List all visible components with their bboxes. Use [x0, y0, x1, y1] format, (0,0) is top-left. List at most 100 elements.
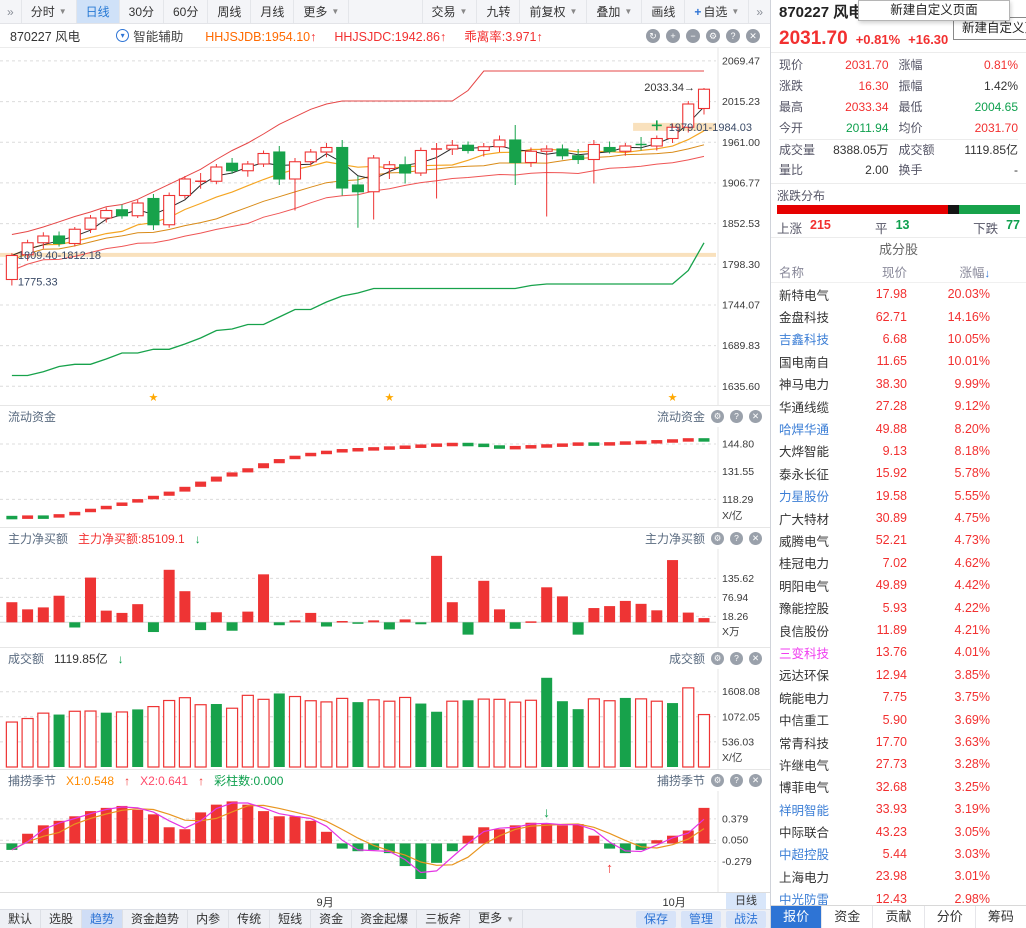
close-icon[interactable]: ✕: [746, 28, 760, 43]
stock-row[interactable]: 威腾电气 52.21 4.73%: [771, 529, 1026, 551]
tab-周线[interactable]: 周线: [208, 0, 252, 23]
settings-icon[interactable]: ⚙: [711, 774, 724, 787]
tab-分时[interactable]: 分时 ▼: [20, 0, 77, 23]
help-icon[interactable]: ?: [730, 410, 743, 423]
settings-icon[interactable]: ⚙: [711, 652, 724, 665]
stock-row[interactable]: 祥明智能 33.93 3.19%: [771, 798, 1026, 820]
stock-row[interactable]: 吉鑫科技 6.68 10.05%: [771, 328, 1026, 350]
bottom-item-短线[interactable]: 短线: [270, 910, 312, 928]
help-icon[interactable]: ?: [730, 652, 743, 665]
help-icon[interactable]: ?: [730, 774, 743, 787]
fishing-season-chart[interactable]: 0.379 0.050 -0.279 ↓ ↑: [0, 791, 770, 892]
stock-price: 62.71: [875, 309, 907, 324]
bottom-item-内参[interactable]: 内参: [188, 910, 230, 928]
settings-icon[interactable]: ⚙: [711, 532, 724, 545]
menu-交易[interactable]: 交易 ▼: [421, 0, 478, 23]
liquidity-chart[interactable]: 144.80 131.55 118.29 X/亿: [0, 427, 770, 527]
stock-row[interactable]: 桂冠电力 7.02 4.62%: [771, 552, 1026, 574]
help-icon[interactable]: ?: [726, 28, 740, 43]
stock-row[interactable]: 泰永长征 15.92 5.78%: [771, 462, 1026, 484]
help-icon[interactable]: ?: [730, 532, 743, 545]
tab-60分[interactable]: 60分: [164, 0, 209, 23]
bottom-item-更多[interactable]: 更多 ▼: [470, 909, 524, 928]
col-name[interactable]: 名称: [779, 266, 805, 280]
close-icon[interactable]: ✕: [749, 532, 762, 545]
settings-icon[interactable]: ⚙: [711, 410, 724, 423]
menu-九转[interactable]: 九转: [477, 0, 521, 23]
bottom-item-趋势[interactable]: 趋势: [82, 910, 124, 928]
tab-更多[interactable]: 更多 ▼: [294, 0, 350, 23]
panel-tab-分价[interactable]: 分价: [923, 906, 975, 928]
bottom-item-三板斧[interactable]: 三板斧: [417, 910, 471, 928]
new-custom-page-button[interactable]: 新建自定义页面: [953, 17, 1026, 40]
stock-row[interactable]: 中际联合 43.23 3.05%: [771, 820, 1026, 842]
stock-row[interactable]: 三变科技 13.76 4.01%: [771, 641, 1026, 663]
stock-row[interactable]: 皖能电力 7.75 3.75%: [771, 686, 1026, 708]
stock-row[interactable]: 哈焊华通 49.88 8.20%: [771, 417, 1026, 439]
period-badge[interactable]: 日线: [726, 893, 766, 909]
stock-row[interactable]: 博菲电气 32.68 3.25%: [771, 776, 1026, 798]
chip-战法[interactable]: 战法: [725, 910, 766, 928]
stock-row[interactable]: 明阳电气 49.89 4.42%: [771, 574, 1026, 596]
stock-row[interactable]: 大烨智能 9.13 8.18%: [771, 440, 1026, 462]
menu-画线[interactable]: 画线: [642, 0, 686, 23]
panel-tab-筹码[interactable]: 筹码: [974, 906, 1026, 928]
bottom-item-传统[interactable]: 传统: [229, 910, 271, 928]
menu-叠加[interactable]: 叠加 ▼: [587, 0, 643, 23]
stock-row[interactable]: 国电南自 11.65 10.01%: [771, 350, 1026, 372]
close-icon[interactable]: ✕: [749, 410, 762, 423]
col-price[interactable]: 现价: [881, 266, 907, 280]
stock-row[interactable]: 新特电气 17.98 20.03%: [771, 283, 1026, 305]
bottom-item-默认[interactable]: 默认: [0, 910, 42, 928]
panel-tab-资金[interactable]: 资金: [821, 906, 872, 928]
chip-保存[interactable]: 保存: [635, 910, 676, 928]
tab-月线[interactable]: 月线: [251, 0, 295, 23]
panel-tab-报价[interactable]: 报价: [771, 906, 822, 928]
stock-row[interactable]: 许继电气 27.73 3.28%: [771, 753, 1026, 775]
tab-label: 30分: [128, 5, 154, 19]
smart-assist-toggle[interactable]: ▾ 智能辅助: [116, 26, 183, 45]
stock-name: 哈焊华通: [779, 423, 830, 438]
main-candlestick-chart[interactable]: 2069.47 2015.23 1961.00 1906.77 1852.53 1798.…: [0, 48, 770, 405]
close-icon[interactable]: ✕: [749, 652, 762, 665]
stock-change-percent: 8.18%: [954, 443, 990, 458]
tab-日线[interactable]: 日线: [76, 0, 120, 23]
stock-row[interactable]: 广大特材 30.89 4.75%: [771, 507, 1026, 529]
overflow-right-icon[interactable]: »: [756, 4, 763, 19]
menu-自选[interactable]: + 自选 ▼: [685, 0, 750, 23]
sort-desc-icon: ↓: [984, 268, 991, 280]
bottom-item-选股[interactable]: 选股: [41, 910, 83, 928]
close-icon[interactable]: ✕: [749, 774, 762, 787]
svg-text:-0.279: -0.279: [722, 856, 752, 868]
zoom-out-icon[interactable]: −: [686, 28, 700, 43]
overflow-left-icon[interactable]: »: [7, 4, 14, 19]
panel-tab-贡献[interactable]: 贡献: [872, 906, 923, 928]
menu-label: 自选: [703, 5, 728, 19]
bottom-item-资金趋势[interactable]: 资金趋势: [123, 910, 189, 928]
stock-row[interactable]: 华通线缆 27.28 9.12%: [771, 395, 1026, 417]
chip-管理[interactable]: 管理: [680, 910, 721, 928]
tab-30分[interactable]: 30分: [120, 0, 164, 23]
stock-row[interactable]: 金盘科技 62.71 14.16%: [771, 305, 1026, 327]
menu-前复权[interactable]: 前复权 ▼: [520, 0, 588, 23]
stock-row[interactable]: 中光防雷 12.43 2.98%: [771, 888, 1026, 905]
bottom-item-资金起爆[interactable]: 资金起爆: [352, 910, 418, 928]
main-net-buy-chart[interactable]: 135.62 76.94 18.26 X万: [0, 549, 770, 647]
stock-row[interactable]: 神马电力 38.30 9.99%: [771, 373, 1026, 395]
stock-row[interactable]: 远达环保 12.94 3.85%: [771, 664, 1026, 686]
col-change-sort[interactable]: 涨幅↓: [959, 266, 991, 280]
stock-row[interactable]: 中信重工 5.90 3.69%: [771, 708, 1026, 730]
stock-row[interactable]: 豫能控股 5.93 4.22%: [771, 596, 1026, 618]
stock-row[interactable]: 常青科技 17.70 3.63%: [771, 731, 1026, 753]
zoom-in-icon[interactable]: +: [666, 28, 680, 43]
bottom-item-资金[interactable]: 资金: [311, 910, 353, 928]
stock-row[interactable]: 中超控股 5.44 3.03%: [771, 843, 1026, 865]
stock-row[interactable]: 良信股份 11.89 4.21%: [771, 619, 1026, 641]
refresh-icon[interactable]: ↻: [646, 28, 660, 43]
settings-icon[interactable]: ⚙: [706, 28, 720, 43]
stock-row[interactable]: 力星股份 19.58 5.55%: [771, 485, 1026, 507]
stock-price: 17.98: [875, 287, 907, 302]
stock-name: 中超控股: [779, 848, 830, 863]
turnover-chart[interactable]: 1608.08 1072.05 536.03 X/亿: [0, 669, 770, 769]
stock-row[interactable]: 上海电力 23.98 3.01%: [771, 865, 1026, 887]
